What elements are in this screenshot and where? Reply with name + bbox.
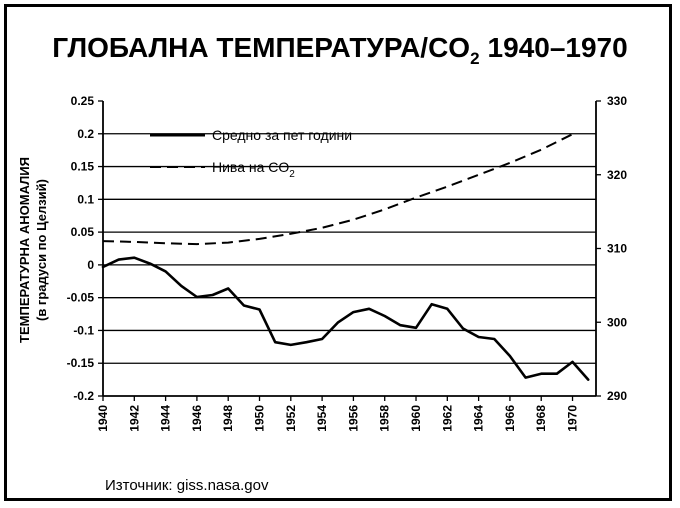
y2-tick-label: 310 bbox=[607, 242, 627, 256]
y-tick-label: 0 bbox=[87, 258, 94, 272]
y-tick-label: 0.2 bbox=[77, 127, 94, 141]
x-tick-label: 1944 bbox=[159, 405, 173, 432]
x-tick-label: 1948 bbox=[221, 405, 235, 432]
chart-title: ГЛОБАЛНА ТЕМПЕРАТУРА/CO2 1940–1970 bbox=[52, 32, 627, 68]
source-note: Източник: giss.nasa.gov bbox=[105, 477, 269, 494]
x-tick-label: 1950 bbox=[253, 405, 267, 432]
y2-tick-label: 290 bbox=[607, 389, 627, 403]
legend-co2-text: Нива на CO bbox=[212, 159, 289, 175]
axes bbox=[102, 101, 597, 397]
y-ticks: 0.25 0.2 0.15 0.1 0.05 0 -0.05 -0.1 -0.15 -0.2 bbox=[67, 94, 103, 403]
y-tick-label: -0.05 bbox=[67, 291, 95, 305]
y-tick-label: -0.1 bbox=[73, 323, 94, 337]
y2-tick-label: 300 bbox=[607, 315, 627, 329]
x-tick-label: 1954 bbox=[315, 405, 329, 432]
y2-ticks: 330 320 310 300 290 bbox=[596, 94, 627, 403]
x-tick-label: 1962 bbox=[440, 405, 454, 432]
y-tick-label: 0.25 bbox=[71, 94, 95, 108]
x-tick-label: 1956 bbox=[346, 405, 360, 432]
y2-tick-label: 330 bbox=[607, 94, 627, 108]
legend-item-co2: Нива на CO2 bbox=[212, 159, 295, 180]
x-tick-label: 1940 bbox=[96, 405, 110, 432]
x-tick-label: 1946 bbox=[190, 405, 204, 432]
grid bbox=[103, 133, 596, 364]
y-axis-label-line1: ТЕМПЕРАТУРНА АНОМАЛИЯ bbox=[17, 157, 32, 343]
title-subscript: 2 bbox=[470, 49, 479, 68]
y-tick-label: 0.1 bbox=[77, 192, 94, 206]
series-line-co2 bbox=[102, 133, 573, 246]
x-tick-label: 1958 bbox=[378, 405, 392, 432]
series-line-average bbox=[101, 256, 590, 381]
y-axis-label-line2: (в градуси по Целзий) bbox=[34, 179, 49, 321]
x-tick-label: 1942 bbox=[127, 405, 141, 432]
chart-frame bbox=[4, 4, 672, 501]
x-tick-label: 1966 bbox=[503, 405, 517, 432]
y-tick-label: -0.2 bbox=[73, 389, 94, 403]
x-tick-label: 1960 bbox=[409, 405, 423, 432]
legend: Средно за пет години Нива на CO2 bbox=[150, 127, 352, 180]
y-tick-label: 0.05 bbox=[71, 225, 95, 239]
legend-item-average: Средно за пет години bbox=[212, 127, 352, 143]
title-text: ГЛОБАЛНА ТЕМПЕРАТУРА/CO bbox=[52, 32, 470, 63]
x-tick-label: 1952 bbox=[284, 405, 298, 432]
y-tick-label: -0.15 bbox=[67, 356, 95, 370]
x-ticks: 1940 1942 1944 1946 1948 1950 1952 1954 1956 1958… bbox=[96, 396, 580, 432]
y-axis-label: ТЕМПЕРАТУРНА АНОМАЛИЯ (в градуси по Целз… bbox=[17, 157, 49, 343]
x-tick-label: 1968 bbox=[534, 405, 548, 432]
x-tick-label: 1970 bbox=[566, 405, 580, 432]
y-tick-label: 0.15 bbox=[71, 160, 95, 174]
y2-tick-label: 320 bbox=[607, 168, 627, 182]
legend-co2-subscript: 2 bbox=[289, 169, 295, 180]
x-tick-label: 1964 bbox=[472, 405, 486, 432]
series-lines bbox=[101, 133, 590, 381]
title-years: 1940–1970 bbox=[488, 32, 628, 63]
